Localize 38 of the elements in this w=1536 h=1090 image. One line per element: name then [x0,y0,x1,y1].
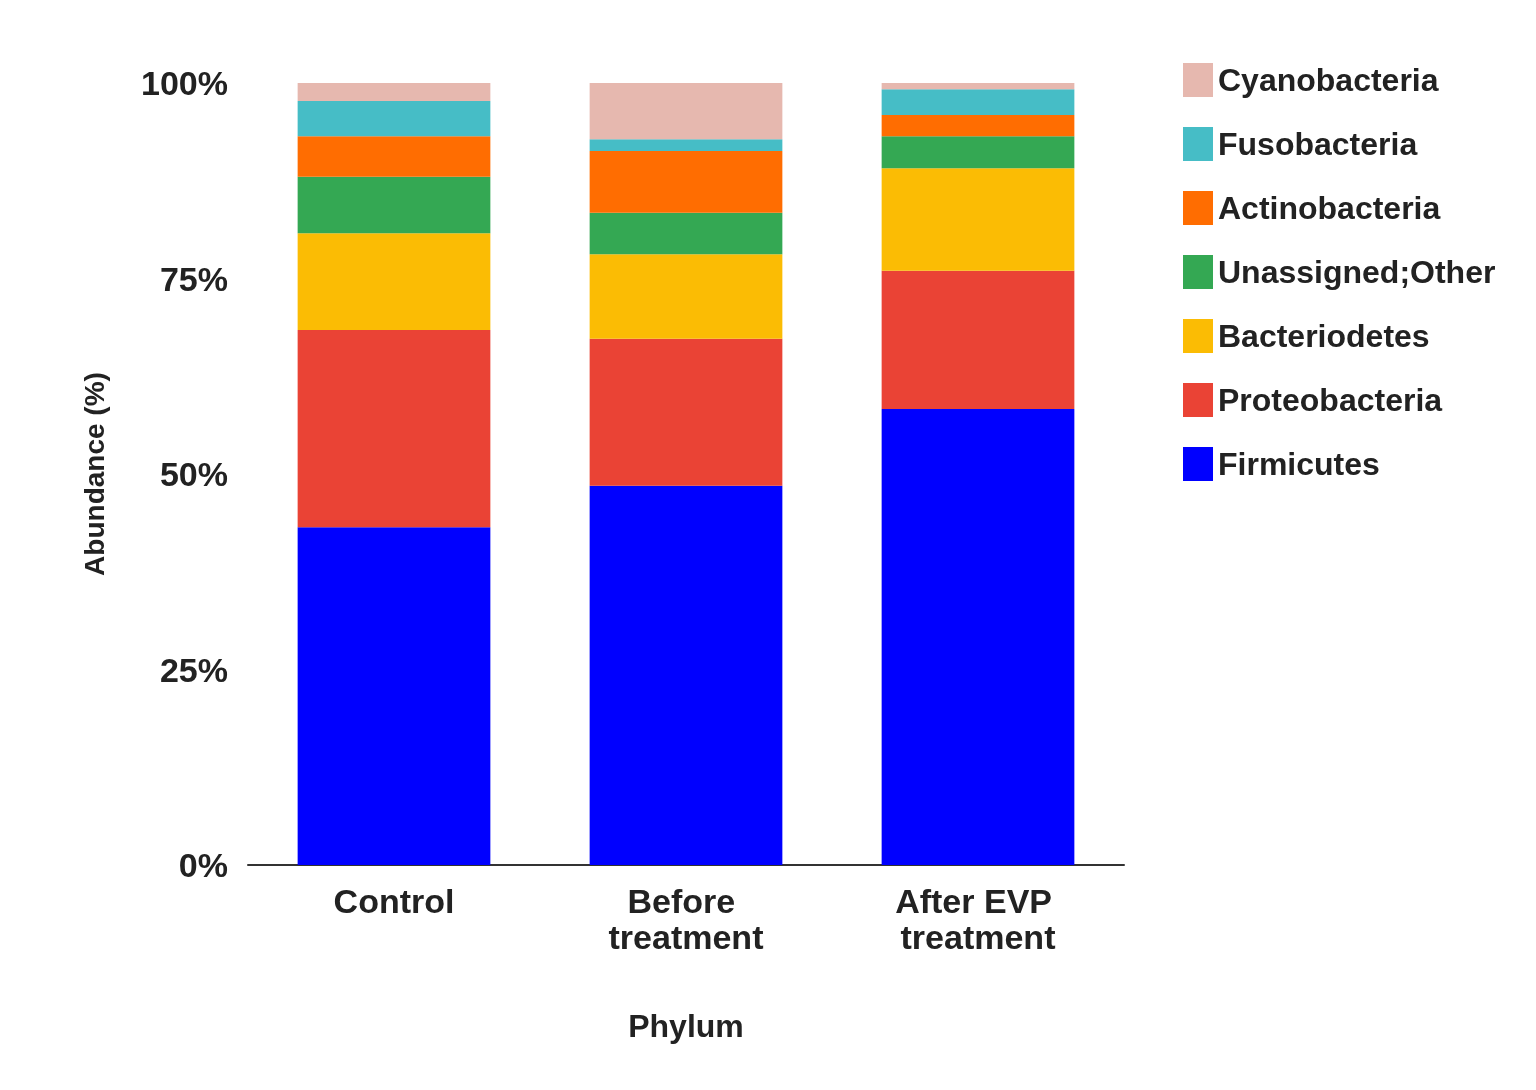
bar [297,83,491,101]
bar [297,233,491,331]
bar [297,527,491,865]
x-tick-label: Before treatment [608,882,764,956]
y-tick-label: 100% [141,64,228,102]
x-tick-label: After EVP treatment [895,882,1061,956]
bar [881,409,1075,865]
y-tick-label: 75% [159,259,228,298]
bar [589,83,783,140]
bar [881,83,1075,90]
legend-label: Firmicutes [1218,446,1380,482]
bar [589,212,783,255]
x-tick-label: Control [333,882,455,920]
legend-label: Unassigned;Other [1218,254,1496,290]
bar [589,485,783,865]
legend-label: Actinobacteria [1218,190,1441,226]
bar [881,168,1075,271]
bar [589,254,783,339]
y-tick-label: 50% [159,455,228,493]
bar [297,330,491,528]
bar [297,100,491,137]
bar [297,176,491,234]
y-tick-label: 25% [159,650,228,689]
y-axis-title: Abundance (%) [78,372,110,576]
legend-label: Proteobacteria [1218,382,1443,418]
bar [881,136,1075,169]
bar [881,89,1075,116]
legend-label: Cyanobacteria [1218,62,1439,98]
legend-label: Bacteriodetes [1218,318,1430,354]
y-tick-label: 0% [178,846,228,884]
bar [589,151,783,213]
bar [881,270,1075,410]
bar [589,338,783,486]
bar [297,136,491,177]
bar [881,115,1075,137]
bar [589,139,783,152]
legend-label: Fusobacteria [1218,126,1418,162]
x-axis-title: Phylum [628,1008,744,1044]
